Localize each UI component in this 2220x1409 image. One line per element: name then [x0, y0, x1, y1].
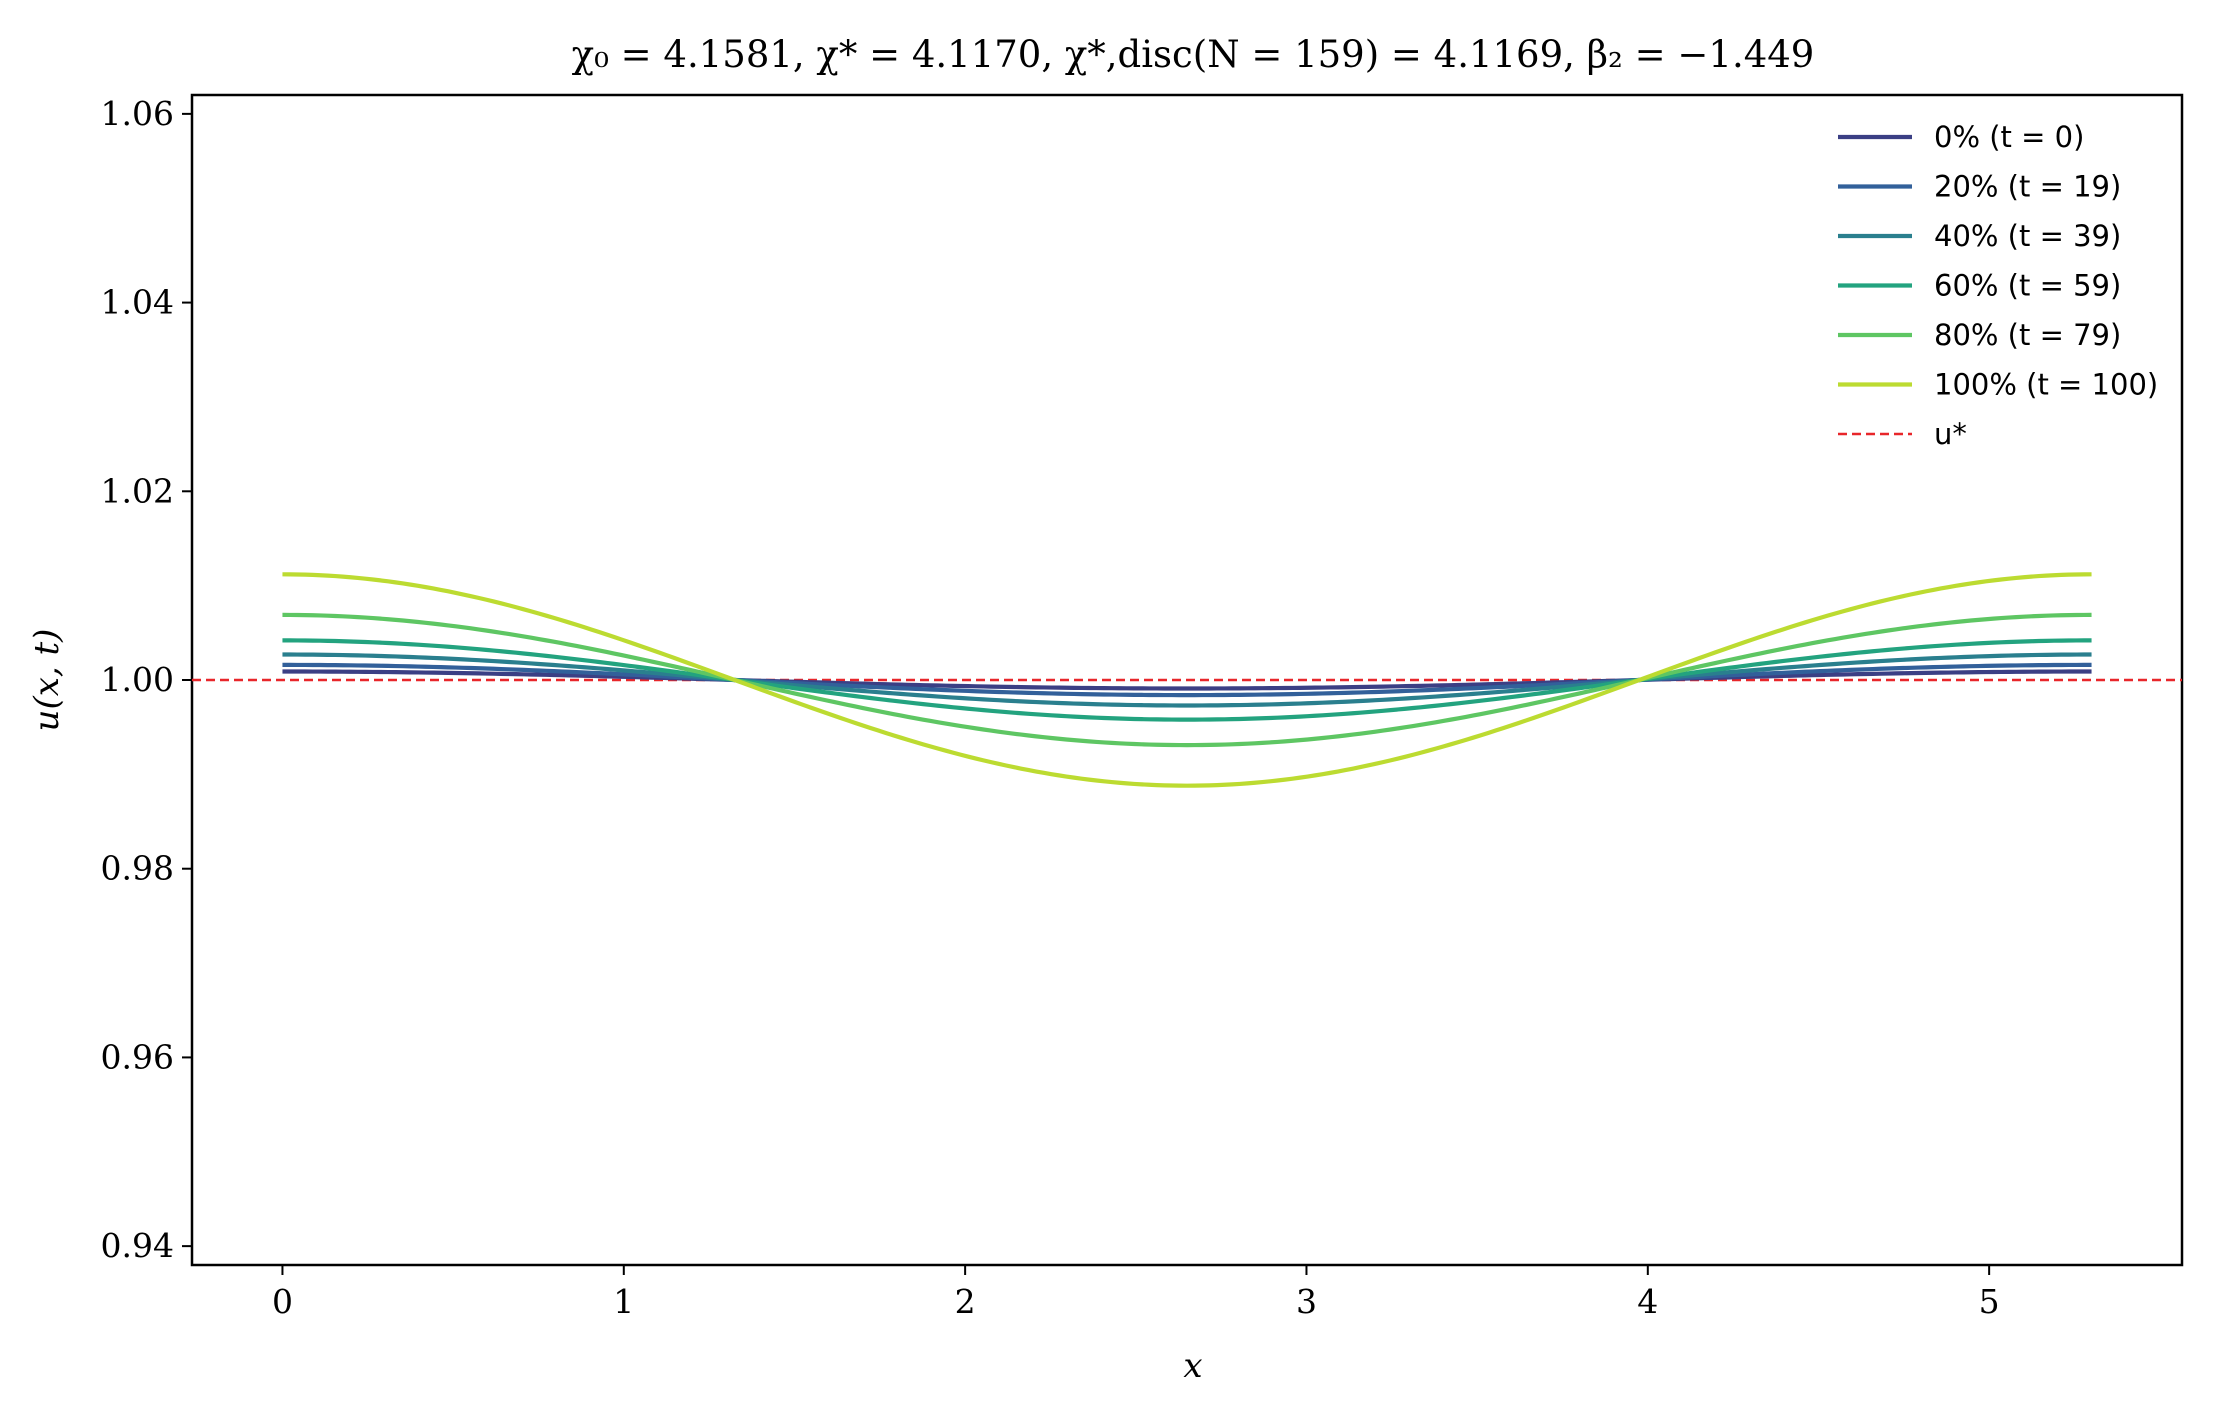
legend-label: 20% (t = 19) [1934, 170, 2121, 204]
legend-label: 40% (t = 39) [1934, 219, 2121, 253]
y-tick-label: 1.00 [101, 660, 174, 699]
x-tick-label: 0 [272, 1282, 293, 1321]
x-tick-label: 2 [955, 1282, 976, 1321]
series-line-2 [282, 652, 2092, 708]
series-line-5 [282, 572, 2092, 788]
series-line-1 [282, 662, 2092, 698]
x-axis: 0 1 2 3 4 5 [272, 1265, 2000, 1321]
y-tick-label: 0.98 [101, 849, 174, 888]
y-axis: 0.94 0.96 0.98 1.00 1.02 1.04 1.06 [101, 94, 192, 1265]
legend-label: u* [1934, 417, 1967, 451]
x-axis-label: x [1183, 1346, 1202, 1386]
y-tick-label: 1.04 [101, 283, 174, 322]
legend: 0% (t = 0) 20% (t = 19) 40% (t = 39) 60% (t… [1838, 120, 2158, 451]
legend-label: 100% (t = 100) [1934, 368, 2158, 402]
series-line-0 [282, 669, 2092, 691]
y-tick-label: 1.06 [101, 94, 174, 133]
x-tick-label: 5 [1979, 1282, 2000, 1321]
y-tick-label: 1.02 [101, 471, 174, 510]
legend-label: 60% (t = 59) [1934, 269, 2121, 303]
y-tick-label: 0.96 [101, 1037, 174, 1076]
y-tick-label: 0.94 [101, 1226, 174, 1265]
legend-label: 80% (t = 79) [1934, 318, 2121, 352]
series-line-3 [282, 638, 2092, 722]
x-tick-label: 3 [1296, 1282, 1317, 1321]
legend-label: 0% (t = 0) [1934, 120, 2084, 154]
series-layer [282, 572, 2092, 788]
chart-title: χ₀ = 4.1581, χ* = 4.1170, χ*,disc(N = 15… [572, 33, 1815, 76]
x-tick-label: 1 [613, 1282, 634, 1321]
x-tick-label: 4 [1637, 1282, 1658, 1321]
series-line-4 [282, 612, 2092, 748]
y-axis-label: u(x, t) [27, 629, 67, 732]
